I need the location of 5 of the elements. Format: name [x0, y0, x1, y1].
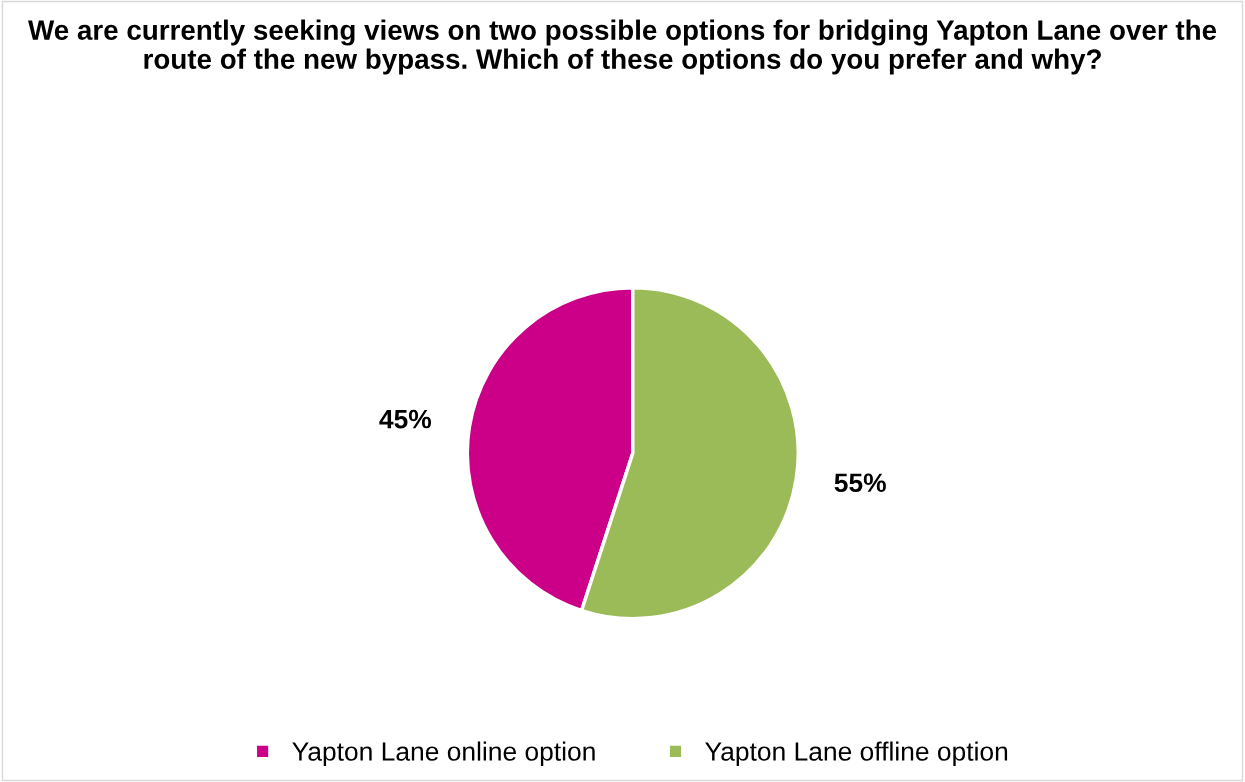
legend-label: Yapton Lane offline option	[705, 741, 1008, 767]
chart-title: We are currently seeking views on two possible options for bridging Yapton Lane over the route of the new bypass. Which of these options do you prefer and why?	[28, 19, 1217, 75]
data-label: 55%	[834, 473, 886, 493]
data-label: 45%	[379, 409, 432, 429]
legend-label: Yapton Lane online option	[292, 741, 595, 767]
